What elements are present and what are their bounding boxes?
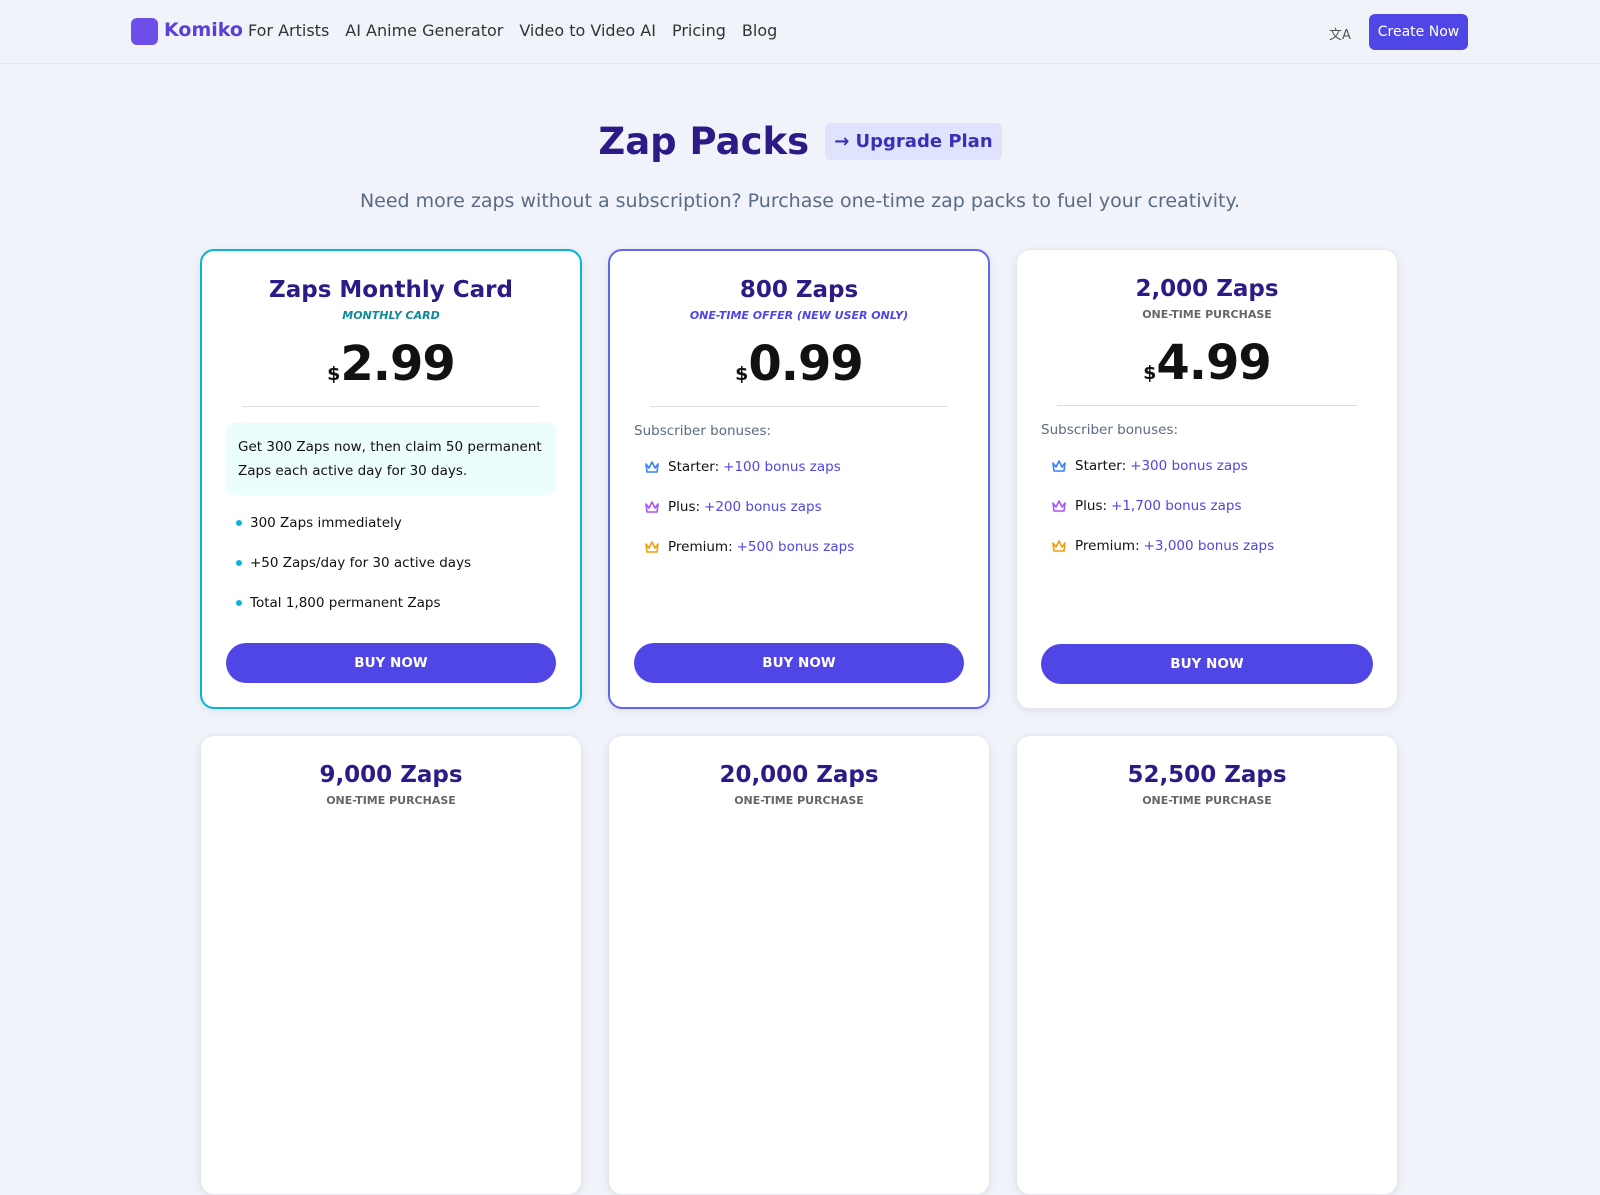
card-title: 52,500 Zaps <box>1127 762 1287 788</box>
price-card: 20,000 Zaps ONE-TIME PURCHASE <box>608 735 990 1195</box>
card-title: 800 Zaps <box>739 277 859 303</box>
bonus-tier: Starter: +300 bonus zaps <box>1075 458 1248 474</box>
card-title: Zaps Monthly Card <box>269 277 513 303</box>
nav-link[interactable]: For Artists <box>248 21 330 40</box>
bonus-row: Premium: +3,000 bonus zaps <box>1041 534 1373 558</box>
price-card: 52,500 Zaps ONE-TIME PURCHASE <box>1016 735 1398 1195</box>
bonus-amount: +500 bonus zaps <box>736 539 855 555</box>
bonus-label: Subscriber bonuses: <box>1041 422 1179 438</box>
price-card: 800 Zaps ONE-TIME OFFER (NEW USER ONLY) $0… <box>608 249 990 709</box>
currency: $ <box>327 363 341 385</box>
bonus-amount: +1,700 bonus zaps <box>1111 498 1242 514</box>
price: $0.99 <box>634 336 964 396</box>
nav-link[interactable]: Blog <box>741 21 778 40</box>
language-icon[interactable]: 文A <box>1329 28 1351 43</box>
bullet: Total 1,800 permanent Zaps <box>226 591 556 615</box>
bonus-amount: +200 bonus zaps <box>704 499 822 515</box>
divider <box>650 406 948 407</box>
bonus-row: Starter: +300 bonus zaps <box>1041 454 1373 478</box>
bullet: +50 Zaps/day for 30 active days <box>226 551 556 575</box>
subtitle: Need more zaps without a subscription? P… <box>359 190 1241 212</box>
crown-icon <box>1052 460 1066 472</box>
card-tag: ONE-TIME OFFER (NEW USER ONLY) <box>689 309 909 322</box>
bonus-row: Plus: +1,700 bonus zaps <box>1041 494 1373 518</box>
page: Komiko For Artists AI Anime Generator Vide… <box>0 0 1600 800</box>
card-tag: ONE-TIME PURCHASE <box>326 794 456 807</box>
card-title: 9,000 Zaps <box>319 762 463 788</box>
bonus-row: Premium: +500 bonus zaps <box>634 535 964 559</box>
crown-icon <box>645 461 659 473</box>
currency: $ <box>1143 362 1157 384</box>
bonus-row: Starter: +100 bonus zaps <box>634 455 964 479</box>
nav-links: For Artists AI Anime Generator Video to Vi… <box>248 21 777 40</box>
upgrade-text: Upgrade Plan <box>855 131 993 152</box>
divider <box>1057 405 1357 406</box>
card-tag: MONTHLY CARD <box>342 309 440 322</box>
nav-link[interactable]: AI Anime Generator <box>345 21 504 40</box>
card-tag: ONE-TIME PURCHASE <box>1142 794 1272 807</box>
card-tag: ONE-TIME PURCHASE <box>1142 308 1272 321</box>
bonus-tier: Starter: +100 bonus zaps <box>668 459 841 475</box>
price-value: 2.99 <box>340 336 455 392</box>
title: Zap Packs <box>598 120 810 163</box>
price-value: 4.99 <box>1156 335 1271 391</box>
currency: $ <box>735 363 749 385</box>
note: Get 300 Zaps now, then claim 50 permanen… <box>226 423 556 495</box>
bonus-tier: Plus: +200 bonus zaps <box>668 499 822 515</box>
price-card: 9,000 Zaps ONE-TIME PURCHASE <box>200 735 582 1195</box>
price-card: Zaps Monthly Card MONTHLY CARD $2.99 Get 30… <box>200 249 582 709</box>
crown-icon <box>645 541 659 553</box>
buy-button[interactable]: BUY NOW <box>226 643 556 683</box>
nav-link[interactable]: Video to Video AI <box>519 21 656 40</box>
navbar: Komiko For Artists AI Anime Generator Vide… <box>0 0 1600 64</box>
card-title: 2,000 Zaps <box>1135 276 1279 302</box>
buy-button[interactable]: BUY NOW <box>634 643 964 683</box>
upgrade-button[interactable]: → Upgrade Plan <box>825 123 1002 160</box>
card-tag: ONE-TIME PURCHASE <box>734 794 864 807</box>
header: Zap Packs → Upgrade Plan <box>0 120 1600 163</box>
logo[interactable] <box>131 18 158 45</box>
bonus-amount: +3,000 bonus zaps <box>1143 538 1275 554</box>
price-card: 2,000 Zaps ONE-TIME PURCHASE $4.99 Subscrib… <box>1016 249 1398 709</box>
buy-button[interactable]: BUY NOW <box>1041 644 1373 684</box>
bonus-row: Plus: +200 bonus zaps <box>634 495 964 519</box>
bonus-tier: Premium: +500 bonus zaps <box>668 539 855 555</box>
brand[interactable]: Komiko <box>164 19 243 41</box>
nav-link[interactable]: Pricing <box>671 21 726 40</box>
crown-icon <box>645 501 659 513</box>
crown-icon <box>1052 540 1066 552</box>
price-value: 0.99 <box>748 336 863 392</box>
bonus-tier: Plus: +1,700 bonus zaps <box>1075 498 1242 514</box>
crown-icon <box>1052 500 1066 512</box>
bonus-tier: Premium: +3,000 bonus zaps <box>1075 538 1275 554</box>
bonus-label: Subscriber bonuses: <box>634 423 772 439</box>
bullet: 300 Zaps immediately <box>226 511 556 535</box>
price: $4.99 <box>1041 335 1373 395</box>
divider <box>242 406 540 407</box>
bonus-amount: +300 bonus zaps <box>1130 458 1248 474</box>
card-title: 20,000 Zaps <box>719 762 879 788</box>
bonus-amount: +100 bonus zaps <box>723 459 841 475</box>
create-button[interactable]: Create Now <box>1369 14 1468 50</box>
price: $2.99 <box>226 336 556 396</box>
